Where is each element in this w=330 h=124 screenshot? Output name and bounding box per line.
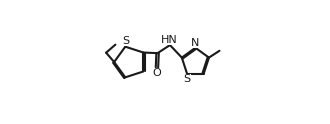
Text: O: O xyxy=(152,68,161,78)
Text: N: N xyxy=(191,38,199,47)
Text: S: S xyxy=(183,74,190,84)
Text: S: S xyxy=(122,36,129,46)
Text: HN: HN xyxy=(161,35,178,45)
